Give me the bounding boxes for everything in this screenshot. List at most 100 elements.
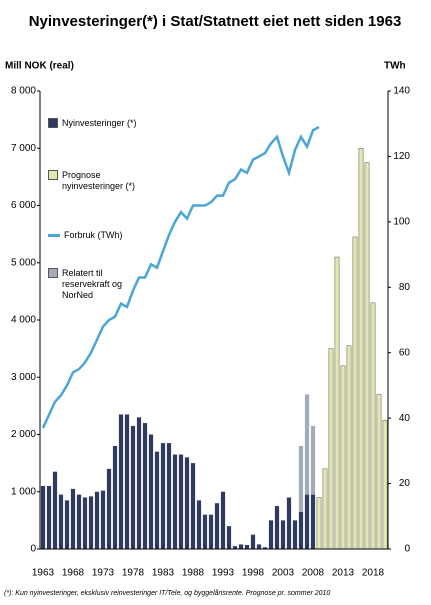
x-tick-label: 1973 (92, 568, 115, 579)
bar (268, 520, 274, 549)
legend-entry: Relatert til reservekraft og NorNed (48, 268, 148, 301)
bar (64, 500, 70, 549)
legend-entry: Prognose nyinvesteringer (*) (48, 170, 148, 192)
bar (88, 496, 94, 549)
bar (310, 425, 316, 495)
y2-tick-label: 100 (393, 216, 410, 227)
bar (106, 468, 112, 549)
bar (238, 544, 244, 549)
bar (226, 526, 232, 549)
bar (298, 445, 304, 512)
x-tick-label: 1963 (32, 568, 55, 579)
legend-swatch (48, 170, 58, 180)
bar (40, 486, 46, 549)
legend-swatch (48, 118, 58, 128)
bar (316, 497, 322, 550)
line (41, 125, 320, 429)
bar (82, 497, 88, 549)
bar (70, 488, 76, 549)
y2-tick-label: 140 (393, 86, 410, 97)
bar (292, 520, 298, 549)
legend-label: Prognose nyinvesteringer (*) (62, 170, 136, 191)
legend-entry: Forbruk (TWh) (48, 230, 148, 241)
y2-tick-label: 120 (393, 151, 410, 162)
bar (286, 497, 292, 549)
bar (130, 425, 136, 549)
y-tick-label: 6 000 (11, 200, 36, 211)
bar (244, 544, 250, 549)
bar (136, 417, 142, 549)
bar (46, 486, 52, 549)
y2-axis-label: TWh (384, 61, 406, 72)
bar (232, 546, 238, 549)
bar (298, 511, 304, 549)
bar (148, 434, 154, 549)
bar (160, 443, 166, 549)
bar (274, 506, 280, 549)
y2-tick-label: 80 (399, 282, 411, 293)
bar (304, 494, 310, 549)
bar (322, 468, 328, 550)
y-tick-label: 2 000 (11, 429, 36, 440)
y-tick-label: 5 000 (11, 257, 36, 268)
bar (364, 162, 370, 550)
bar (208, 514, 214, 549)
bar (280, 520, 286, 549)
bar (142, 423, 148, 549)
bar (328, 348, 334, 550)
bar (334, 256, 340, 550)
bar (220, 491, 226, 549)
bar (262, 547, 268, 549)
chart-title: Nyinvesteringer(*) i Stat/Statnett eiet … (29, 13, 402, 30)
bar (124, 414, 130, 549)
y2-tick-label: 20 (399, 478, 411, 489)
y2-tick-label: 40 (399, 413, 411, 424)
bar (166, 443, 172, 549)
legend-label: Relatert til reservekraft og NorNed (62, 268, 123, 300)
y2-tick-label: 0 (404, 544, 410, 555)
y2-tick-label: 60 (399, 347, 411, 358)
bar (58, 494, 64, 549)
bar (214, 503, 220, 549)
legend-swatch (48, 234, 60, 237)
bar (196, 500, 202, 549)
bar (178, 454, 184, 549)
bar (256, 544, 262, 549)
bar (376, 394, 382, 550)
bar (304, 394, 310, 495)
x-tick-label: 1993 (212, 568, 235, 579)
bar (340, 365, 346, 550)
x-tick-label: 1983 (152, 568, 175, 579)
bar (250, 534, 256, 549)
x-tick-label: 2008 (302, 568, 325, 579)
legend-label: Forbruk (TWh) (64, 230, 123, 240)
bar (370, 302, 376, 550)
bar (94, 491, 100, 549)
x-tick-label: 1968 (62, 568, 85, 579)
footnote: (*): Kun nyinvesteringer, eksklusiv rein… (4, 589, 330, 597)
bar (352, 236, 358, 550)
x-tick-label: 2013 (332, 568, 355, 579)
bar (118, 414, 124, 549)
y-tick-label: 0 (30, 544, 36, 555)
bar (310, 494, 316, 549)
y-tick-label: 8 000 (11, 86, 36, 97)
legend-entry: Nyinvesteringer (*) (48, 118, 148, 129)
bar (172, 454, 178, 549)
bar (358, 148, 364, 550)
x-tick-label: 2003 (272, 568, 295, 579)
bar (346, 345, 352, 550)
y-tick-label: 3 000 (11, 372, 36, 383)
bar (52, 471, 58, 549)
bar (112, 445, 118, 549)
bar (154, 451, 160, 549)
y-tick-label: 4 000 (11, 315, 36, 326)
bar (382, 419, 388, 550)
x-tick-label: 1988 (182, 568, 205, 579)
legend-swatch (48, 268, 58, 278)
x-tick-label: 1998 (242, 568, 265, 579)
bar (190, 463, 196, 549)
x-tick-label: 2018 (362, 568, 385, 579)
legend-label: Nyinvesteringer (*) (62, 118, 137, 128)
